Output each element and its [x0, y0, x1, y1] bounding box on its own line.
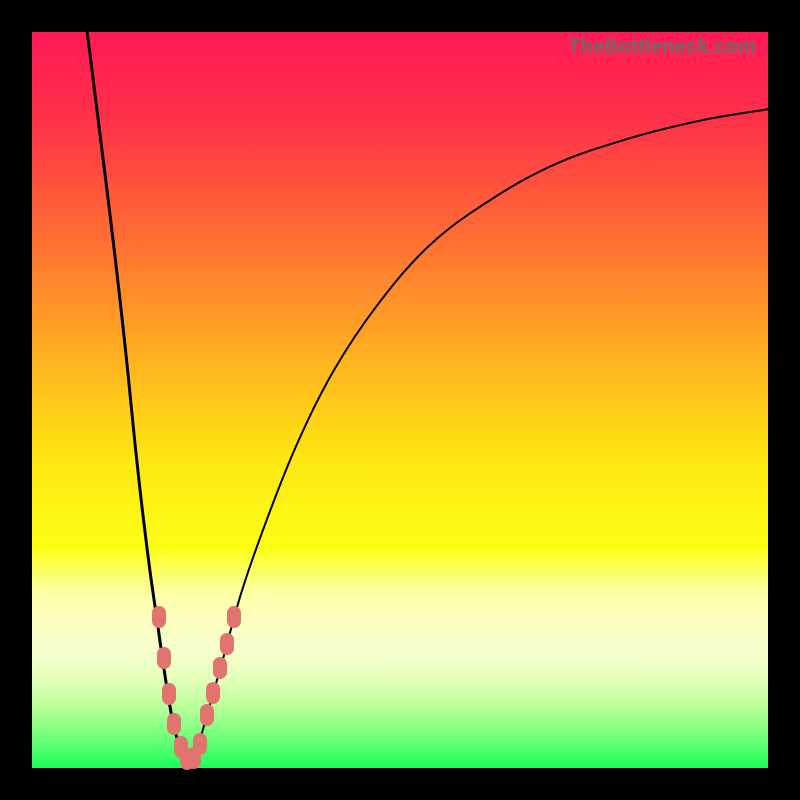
data-marker — [213, 657, 227, 679]
data-marker — [206, 682, 220, 704]
chart-frame: TheBottleneck.com — [0, 0, 800, 800]
data-marker — [157, 647, 171, 669]
data-marker — [162, 683, 176, 705]
curve-left-branch — [87, 32, 186, 764]
curve-layer — [32, 32, 768, 768]
curve-right-branch — [187, 109, 768, 763]
data-marker — [200, 704, 214, 726]
data-marker — [193, 733, 207, 755]
data-marker — [220, 633, 234, 655]
data-marker — [167, 713, 181, 735]
data-marker — [152, 606, 166, 628]
plot-area: TheBottleneck.com — [32, 32, 768, 768]
data-marker — [227, 606, 241, 628]
